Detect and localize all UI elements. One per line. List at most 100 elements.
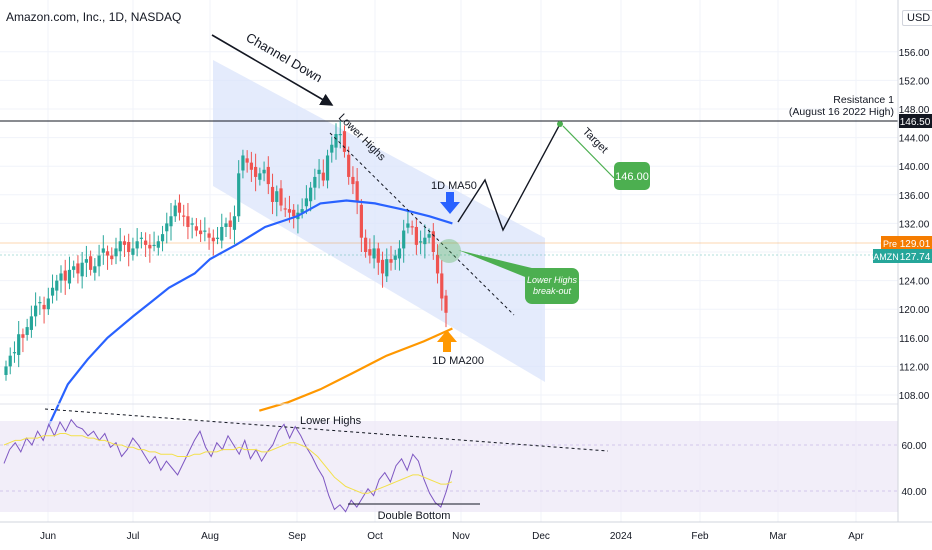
- price-axis[interactable]: 108.00112.00116.00120.00124.00128.00132.…: [899, 48, 930, 402]
- pre-price-value: 129.01: [900, 239, 931, 250]
- candle-body: [8, 355, 12, 367]
- candle-body: [169, 216, 173, 227]
- time-tick-label: Jun: [40, 531, 56, 542]
- amzn-price-value: 127.74: [900, 252, 931, 263]
- candle-body: [55, 280, 59, 291]
- candle-body: [165, 223, 169, 232]
- projection-path: [457, 123, 561, 232]
- pre-tag-name: Pre: [883, 239, 897, 249]
- rsi-lower-highs-trendline: [44, 408, 609, 452]
- candle-body: [67, 269, 72, 284]
- candle-body: [245, 158, 249, 163]
- candle-body: [427, 234, 431, 238]
- candle-body: [101, 248, 105, 253]
- candle-body: [402, 230, 406, 249]
- candle-body: [270, 186, 275, 202]
- resistance-price-tag: [899, 114, 932, 128]
- pre-tag-name-box: [881, 236, 900, 250]
- candle-body: [342, 131, 347, 152]
- candle-body: [262, 169, 266, 174]
- candle-body: [279, 188, 283, 206]
- candle-body: [21, 334, 25, 338]
- candle-body: [173, 205, 177, 217]
- breakout-circle: [437, 239, 461, 263]
- candle-body: [300, 209, 304, 213]
- time-tick-label: Feb: [691, 531, 709, 542]
- candle-body: [228, 220, 232, 227]
- candle-body: [275, 191, 279, 202]
- candle-body: [4, 366, 8, 375]
- rsi-tick-label: 60.00: [901, 441, 926, 452]
- breakout-callout-pointer: [458, 250, 540, 283]
- candle-body: [334, 134, 338, 148]
- candle-body: [148, 244, 152, 249]
- candle-body: [89, 256, 93, 270]
- candle-body: [232, 216, 237, 230]
- candle-body: [414, 226, 418, 245]
- ma50-arrow: [440, 192, 460, 214]
- candle-body: [330, 144, 334, 153]
- candle-body: [135, 241, 139, 249]
- candle-body: [215, 237, 220, 239]
- candle-body: [144, 240, 148, 245]
- time-tick-label: Oct: [367, 531, 383, 542]
- candle-body: [368, 249, 372, 256]
- breakout-callout-line1: Lower Highs: [527, 275, 578, 285]
- candle-body: [34, 305, 38, 317]
- rsi-axis[interactable]: 40.00 60.00: [901, 441, 926, 498]
- target-point: [557, 121, 563, 127]
- price-tick-label: 132.00: [899, 219, 930, 230]
- breakout-callout-box: [525, 268, 579, 304]
- candle-body: [224, 223, 228, 227]
- candle-body: [321, 172, 325, 181]
- candle-body: [355, 181, 359, 202]
- target-value-box: [614, 162, 650, 190]
- candle-body: [364, 237, 368, 252]
- candle-body: [406, 223, 410, 228]
- candle-body: [29, 316, 33, 330]
- candle-body: [131, 248, 135, 255]
- candle-body: [59, 273, 63, 281]
- candle-body: [76, 263, 80, 274]
- time-tick-label: Dec: [532, 531, 550, 542]
- candle-body: [431, 231, 435, 252]
- candle-body: [338, 134, 342, 136]
- rsi-band: [0, 421, 898, 512]
- candle-body: [38, 302, 42, 304]
- candle-body: [258, 173, 262, 180]
- candle-body: [72, 266, 76, 270]
- target-label: Target: [580, 126, 610, 156]
- price-tick-label: 136.00: [899, 191, 930, 202]
- candle-body: [207, 233, 211, 238]
- time-axis[interactable]: Jun Jul Aug Sep Oct Nov Dec 2024 Feb Mar Apr: [40, 531, 865, 542]
- price-tick-label: 144.00: [899, 134, 930, 145]
- candle-body: [237, 173, 241, 217]
- candle-body: [127, 241, 131, 252]
- candle-body: [105, 251, 110, 256]
- candle-body: [325, 155, 330, 181]
- candle-body: [351, 176, 355, 185]
- candle-body: [249, 162, 253, 170]
- candle-body: [397, 248, 402, 259]
- candlestick-series: [4, 120, 448, 381]
- channel-down-area: [213, 60, 545, 382]
- candle-body: [385, 259, 389, 277]
- currency-button[interactable]: USD: [902, 10, 932, 26]
- resistance-label-1: Resistance 1: [833, 94, 894, 106]
- ma50-label: 1D MA50: [431, 180, 477, 192]
- candle-body: [50, 287, 55, 296]
- rsi-lower-highs-label: Lower Highs: [300, 415, 362, 427]
- candle-body: [241, 155, 245, 171]
- candle-body: [84, 259, 88, 263]
- amzn-tag-name-box: [873, 249, 900, 263]
- price-tick-label: 152.00: [899, 76, 930, 87]
- candle-body: [444, 295, 448, 313]
- candle-body: [46, 298, 50, 310]
- symbol-header[interactable]: Amazon.com, Inc., 1D, NASDAQ: [6, 10, 182, 24]
- candle-body: [190, 223, 194, 225]
- candle-body: [419, 241, 423, 243]
- price-tick-label: 112.00: [899, 362, 929, 373]
- ma50-line: [47, 199, 453, 428]
- ma200-arrow: [437, 330, 457, 352]
